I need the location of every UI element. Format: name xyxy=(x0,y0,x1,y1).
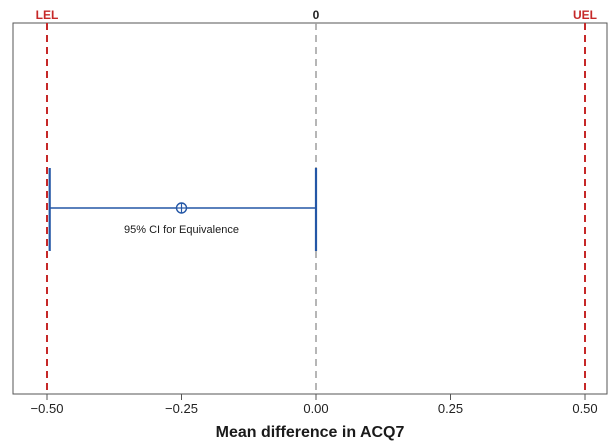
zero-reference-label: 0 xyxy=(313,8,320,22)
uel-reference-label: UEL xyxy=(573,8,597,22)
confidence-interval: 95% CI for Equivalence xyxy=(48,168,318,251)
x-tick-label: −0.50 xyxy=(31,401,64,416)
lel-reference-label: LEL xyxy=(36,8,59,22)
x-tick-label: −0.25 xyxy=(165,401,198,416)
x-tick-label: 0.00 xyxy=(303,401,328,416)
ci-estimate-point xyxy=(175,202,188,214)
x-axis: −0.50 −0.25 0.00 0.25 0.50 xyxy=(31,394,598,416)
reference-lines: LEL 0 UEL xyxy=(36,8,597,394)
x-tick-label: 0.25 xyxy=(438,401,463,416)
x-tick-label: 0.50 xyxy=(572,401,597,416)
x-axis-title: Mean difference in ACQ7 xyxy=(216,424,405,441)
ci-label: 95% CI for Equivalence xyxy=(124,224,239,236)
